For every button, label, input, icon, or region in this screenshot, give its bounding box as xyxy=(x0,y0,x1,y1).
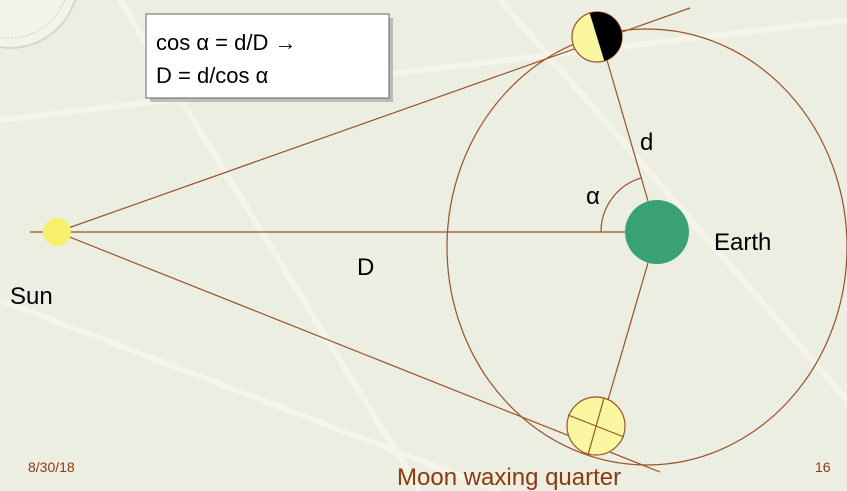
label-alpha: α xyxy=(586,183,600,210)
label-distance: D xyxy=(357,254,374,281)
footer-date: 8/30/18 xyxy=(28,459,75,475)
sun xyxy=(43,218,71,246)
formula-line: cos α = d/D → xyxy=(156,30,297,55)
label-d: d xyxy=(640,129,653,156)
label-sun: Sun xyxy=(10,283,53,310)
page-number: 16 xyxy=(815,459,831,475)
slide: cos α = d/D → D = d/cos α d α Earth D Su… xyxy=(0,0,847,491)
page: cos α = d/D → D = d/cos α d α Earth D Su… xyxy=(0,0,847,491)
label-moon: Moon waxing quarter xyxy=(397,464,621,491)
formula-line: D = d/cos α xyxy=(156,63,269,88)
label-earth: Earth xyxy=(714,229,771,256)
earth xyxy=(625,200,689,264)
